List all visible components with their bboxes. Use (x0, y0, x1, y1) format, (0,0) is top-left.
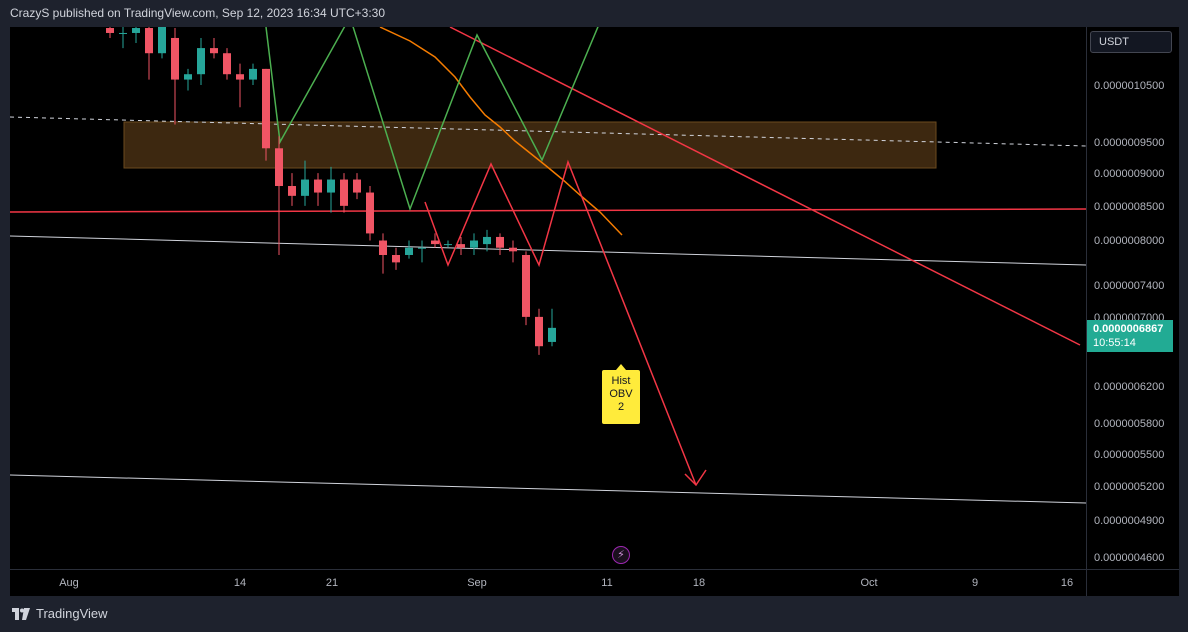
red-zigzag-projection (424, 159, 697, 486)
candle-down[interactable] (223, 53, 231, 75)
price-tick: 0.0000010500 (1094, 80, 1165, 92)
candle-up[interactable] (327, 179, 335, 193)
time-tick: 11 (601, 577, 613, 589)
scale-corner (1086, 569, 1179, 596)
candle-up[interactable] (483, 236, 491, 245)
price-tick: 0.0000004600 (1094, 552, 1165, 564)
time-scale[interactable] (10, 569, 1086, 596)
horizontal-resistance-line (10, 208, 1086, 213)
footer-brand[interactable]: TradingView (12, 606, 108, 621)
price-tick: 0.0000008000 (1094, 235, 1165, 247)
candle-down[interactable] (340, 179, 348, 206)
candles (106, 27, 556, 355)
price-chart[interactable] (10, 27, 1086, 569)
projection-arrow-head (684, 469, 707, 487)
footer-brand-text: TradingView (36, 606, 108, 621)
candle-down[interactable] (392, 254, 400, 263)
last-price-value: 0.0000006867 (1093, 323, 1164, 335)
candle-down[interactable] (457, 244, 465, 248)
time-tick: Aug (59, 577, 79, 589)
price-tick: 0.0000009500 (1094, 137, 1165, 149)
candle-up[interactable] (301, 179, 309, 196)
moving-average-line (379, 27, 623, 236)
candle-down[interactable] (496, 236, 504, 248)
time-tick: Oct (860, 577, 878, 589)
candle-up[interactable] (197, 48, 205, 75)
price-tick: 0.0000009000 (1094, 168, 1165, 180)
indicator-label-pointer (616, 364, 626, 370)
time-tick: Sep (467, 577, 487, 589)
time-tick: 21 (325, 577, 339, 589)
price-tick: 0.0000007400 (1094, 280, 1165, 292)
indicator-label: Hist OBV 2 (602, 370, 640, 424)
time-tick: 14 (233, 577, 247, 589)
candle-down[interactable] (236, 74, 244, 80)
candle-up[interactable] (444, 244, 452, 246)
currency-button[interactable]: USDT (1090, 31, 1172, 53)
price-scale[interactable] (1086, 27, 1179, 569)
candle-down[interactable] (535, 316, 543, 347)
descending-trendline (449, 27, 1081, 346)
price-tick: 0.0000004900 (1094, 515, 1165, 527)
resistance-zone (123, 121, 937, 169)
price-tick: 0.0000008500 (1094, 201, 1165, 213)
indicator-label-line-3: 2 (617, 401, 625, 413)
candle-up[interactable] (405, 247, 413, 255)
bar-countdown: 10:55:14 (1093, 337, 1136, 349)
time-tick: 9 (971, 577, 979, 589)
price-tick: 0.0000005500 (1094, 449, 1165, 461)
candle-down[interactable] (366, 192, 374, 234)
candle-down[interactable] (106, 28, 114, 33)
candle-down[interactable] (275, 148, 283, 187)
price-tick: 0.0000006200 (1094, 381, 1165, 393)
candle-down[interactable] (522, 254, 530, 317)
candle-down[interactable] (262, 68, 270, 149)
candle-up[interactable] (470, 240, 478, 248)
publish-header: CrazyS published on TradingView.com, Sep… (10, 6, 386, 20)
green-zigzag-pattern (265, 27, 599, 212)
tradingview-logo-icon (12, 607, 30, 620)
candle-up[interactable] (119, 32, 127, 34)
candle-down[interactable] (314, 179, 322, 193)
candle-down[interactable] (353, 179, 361, 193)
lightning-icon[interactable]: ⚡ (612, 546, 630, 564)
chart-area[interactable]: Hist OBV 2 (10, 27, 1086, 569)
candle-up[interactable] (548, 327, 556, 342)
candle-down[interactable] (379, 240, 387, 255)
channel-lower-line (10, 474, 1086, 504)
price-tick: 0.0000005800 (1094, 418, 1165, 430)
candle-up[interactable] (132, 28, 140, 33)
indicator-label-line-2: OBV (609, 388, 633, 400)
price-tick: 0.0000005200 (1094, 481, 1165, 493)
candle-up[interactable] (158, 27, 166, 54)
indicator-label-line-1: Hist (611, 375, 631, 387)
candle-up[interactable] (249, 68, 257, 80)
candle-up[interactable] (184, 74, 192, 80)
channel-upper-line (10, 235, 1086, 266)
candle-down[interactable] (431, 240, 439, 245)
candle-down[interactable] (145, 28, 153, 54)
dashed-trendline (10, 116, 1086, 147)
candle-up[interactable] (418, 247, 426, 249)
time-tick: 16 (1060, 577, 1074, 589)
candle-down[interactable] (171, 37, 179, 80)
candle-down[interactable] (210, 48, 218, 54)
candle-down[interactable] (288, 186, 296, 196)
time-tick: 18 (692, 577, 706, 589)
last-price-badge: 0.0000006867 10:55:14 (1087, 320, 1173, 352)
candle-down[interactable] (509, 247, 517, 252)
